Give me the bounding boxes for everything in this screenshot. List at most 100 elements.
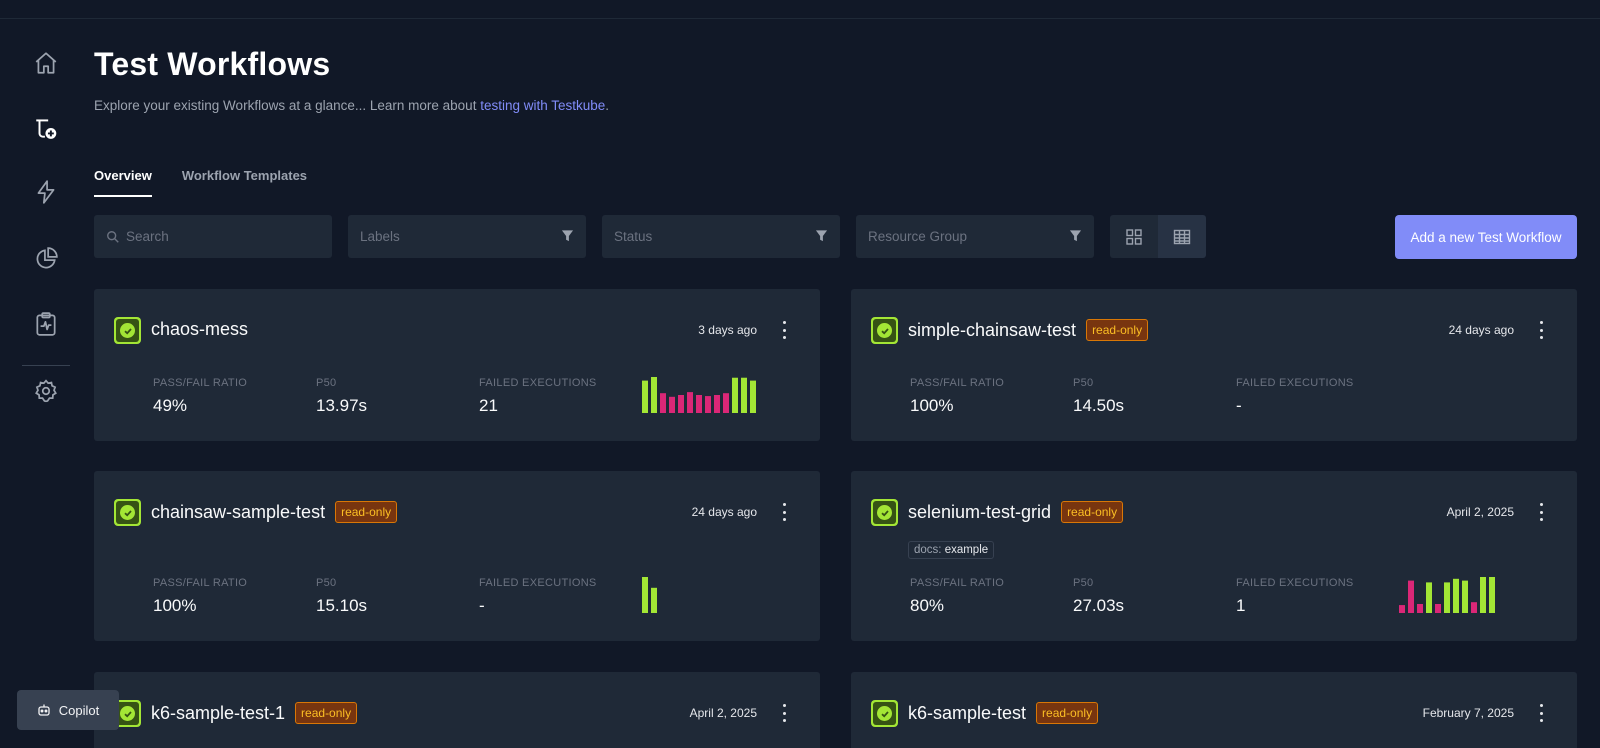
tab-overview[interactable]: Overview — [94, 168, 152, 197]
search-icon — [107, 230, 119, 243]
execution-bar[interactable] — [750, 380, 756, 413]
labels-filter[interactable]: Labels — [348, 215, 586, 258]
testkube-docs-link[interactable]: testing with Testkube — [480, 98, 606, 113]
workflow-card[interactable]: simple-chainsaw-test read-only 24 days ago… — [851, 289, 1577, 441]
p50-duration: P50 14.50s — [1073, 377, 1124, 416]
failed-executions-label: FAILED EXECUTIONS — [1236, 377, 1354, 389]
last-execution-date: 3 days ago — [698, 323, 757, 337]
workflow-name[interactable]: chainsaw-sample-test — [151, 501, 326, 522]
p50-duration-value: 14.50s — [1073, 396, 1125, 415]
p50-duration-value: 13.97s — [316, 396, 368, 415]
settings-nav-item[interactable] — [28, 373, 64, 409]
p50-duration-label: P50 — [1073, 377, 1094, 389]
workflow-name[interactable]: simple-chainsaw-test — [908, 319, 1077, 340]
table-view-button[interactable] — [1158, 215, 1206, 258]
passed-status-icon — [871, 317, 898, 344]
execution-bar[interactable] — [1426, 582, 1432, 613]
workflow-name[interactable]: k6-sample-test-1 — [151, 702, 286, 723]
insights-icon — [36, 247, 58, 269]
toolbar: Search Labels Status Resource Group Add … — [94, 215, 1577, 259]
execution-bar[interactable] — [696, 395, 702, 413]
resource-group-filter[interactable]: Resource Group — [856, 215, 1094, 258]
workflow-card[interactable]: selenium-test-grid read-only April 2, 2025… — [851, 471, 1577, 641]
executions-bar-chart — [642, 377, 756, 413]
execution-bar[interactable] — [1435, 604, 1441, 613]
tab-workflow-templates[interactable]: Workflow Templates — [181, 168, 308, 183]
insights-nav-item[interactable] — [28, 241, 64, 277]
reports-nav-item[interactable] — [28, 306, 64, 342]
workflow-name[interactable]: k6-sample-test — [908, 702, 1027, 723]
failed-executions-label: FAILED EXECUTIONS — [479, 377, 597, 389]
triggers-nav-item[interactable] — [28, 174, 64, 210]
search-input[interactable]: Search — [94, 215, 332, 258]
status-placeholder: Status — [614, 229, 653, 244]
workflow-card[interactable]: chainsaw-sample-test read-only 24 days ago… — [94, 471, 820, 641]
execution-bar[interactable] — [651, 587, 657, 613]
execution-bar[interactable] — [1453, 578, 1459, 613]
pass-fail-ratio-value: 100% — [153, 596, 197, 615]
execution-bar[interactable] — [651, 377, 657, 413]
execution-bar[interactable] — [1489, 577, 1495, 613]
workflow-card[interactable]: k6-sample-test read-only February 7, 2025 — [851, 672, 1577, 748]
execution-bar[interactable] — [678, 395, 684, 413]
execution-bar[interactable] — [1399, 605, 1405, 613]
p50-duration-value: 15.10s — [316, 596, 368, 615]
execution-bar[interactable] — [1480, 577, 1486, 613]
home-nav-item[interactable] — [28, 45, 64, 81]
execution-bar[interactable] — [714, 395, 720, 413]
failed-executions-value: - — [479, 596, 485, 615]
execution-bar[interactable] — [1417, 604, 1423, 613]
execution-bar[interactable] — [687, 392, 693, 413]
read-only-badge: read-only — [335, 501, 398, 523]
more-options-icon[interactable] — [778, 704, 790, 722]
executions-bar-chart — [642, 577, 657, 613]
page-title: Test Workflows — [94, 46, 331, 82]
execution-bar[interactable] — [732, 377, 738, 413]
workflows-nav-item[interactable] — [28, 110, 64, 146]
status-filter[interactable]: Status — [602, 215, 840, 258]
grid-view-button[interactable] — [1110, 215, 1158, 258]
pass-fail-ratio: PASS/FAIL RATIO 100% — [153, 577, 247, 616]
table-icon — [1173, 229, 1191, 244]
workflow-card[interactable]: chaos-mess 3 days ago PASS/FAIL RATIO 49% P5… — [94, 289, 820, 441]
execution-bar[interactable] — [705, 396, 711, 413]
passed-status-icon — [114, 317, 141, 344]
search-placeholder: Search — [126, 229, 169, 244]
failed-executions: FAILED EXECUTIONS 21 — [479, 377, 597, 416]
add-test-workflow-button[interactable]: Add a new Test Workflow — [1395, 215, 1577, 259]
reports-icon — [36, 312, 56, 336]
more-options-icon[interactable] — [1535, 704, 1547, 722]
execution-bar[interactable] — [642, 577, 648, 613]
more-options-icon[interactable] — [1535, 503, 1547, 521]
copilot-label: Copilot — [58, 702, 100, 718]
execution-bar[interactable] — [1444, 582, 1450, 613]
execution-bar[interactable] — [642, 380, 648, 413]
pass-fail-ratio-value: 49% — [153, 396, 188, 415]
filter-icon — [815, 230, 828, 242]
filter-icon — [1069, 230, 1082, 242]
grid-icon — [1126, 228, 1142, 245]
more-options-icon[interactable] — [1535, 321, 1547, 339]
execution-bar[interactable] — [1462, 580, 1468, 613]
workflow-name[interactable]: chaos-mess — [151, 319, 249, 339]
failed-executions: FAILED EXECUTIONS - — [1236, 377, 1354, 416]
execution-bar[interactable] — [741, 377, 747, 413]
p50-duration-label: P50 — [316, 377, 337, 389]
workflow-name[interactable]: selenium-test-grid — [908, 501, 1052, 522]
pass-fail-ratio: PASS/FAIL RATIO 49% — [153, 377, 247, 416]
workflow-name-row: k6-sample-test-1 read-only — [151, 702, 358, 724]
execution-bar[interactable] — [1408, 580, 1414, 613]
failed-executions-value: - — [1236, 396, 1242, 415]
more-options-icon[interactable] — [778, 321, 790, 339]
workflows-icon — [36, 119, 57, 139]
workflow-card[interactable]: k6-sample-test-1 read-only April 2, 2025 — [94, 672, 820, 748]
execution-bar[interactable] — [669, 396, 675, 413]
last-execution-date: 24 days ago — [1448, 323, 1514, 337]
copilot-button[interactable]: Copilot — [17, 690, 119, 730]
execution-bar[interactable] — [660, 393, 666, 413]
pass-fail-ratio-label: PASS/FAIL RATIO — [910, 577, 1005, 589]
execution-bar[interactable] — [723, 393, 729, 413]
more-options-icon[interactable] — [778, 503, 790, 521]
execution-bar[interactable] — [1471, 602, 1477, 613]
last-execution-date: February 7, 2025 — [1422, 706, 1514, 720]
